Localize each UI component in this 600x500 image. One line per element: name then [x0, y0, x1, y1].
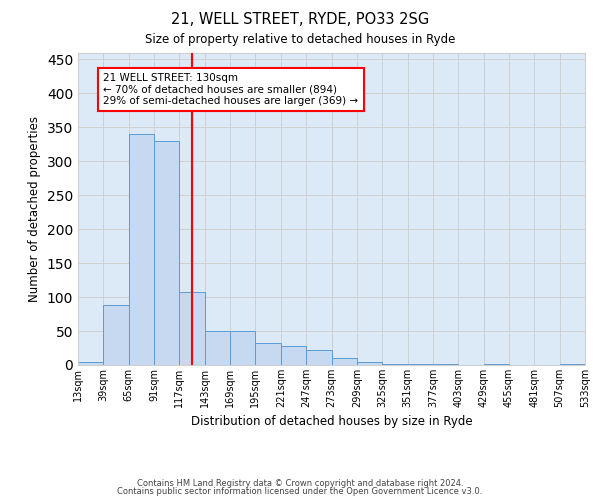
Bar: [129, 134, 154, 365]
Bar: [306, 350, 332, 365]
Bar: [407, 364, 433, 365]
Y-axis label: Number of detached properties: Number of detached properties: [28, 116, 41, 302]
Text: Size of property relative to detached houses in Ryde: Size of property relative to detached ho…: [145, 32, 455, 46]
Text: 21, WELL STREET, RYDE, PO33 2SG: 21, WELL STREET, RYDE, PO33 2SG: [171, 12, 429, 28]
Bar: [103, 305, 129, 365]
Bar: [560, 364, 585, 365]
Bar: [382, 364, 407, 365]
Text: Contains public sector information licensed under the Open Government Licence v3: Contains public sector information licen…: [118, 487, 482, 496]
X-axis label: Distribution of detached houses by size in Ryde: Distribution of detached houses by size …: [191, 416, 472, 428]
Bar: [78, 362, 103, 365]
Bar: [230, 331, 256, 365]
Bar: [281, 346, 306, 365]
Bar: [179, 292, 205, 365]
Text: Contains HM Land Registry data © Crown copyright and database right 2024.: Contains HM Land Registry data © Crown c…: [137, 478, 463, 488]
Bar: [154, 141, 179, 365]
Bar: [433, 364, 458, 365]
Bar: [484, 364, 509, 365]
Bar: [331, 358, 357, 365]
Bar: [357, 362, 382, 365]
Text: 21 WELL STREET: 130sqm
← 70% of detached houses are smaller (894)
29% of semi-de: 21 WELL STREET: 130sqm ← 70% of detached…: [103, 73, 358, 106]
Bar: [256, 344, 281, 365]
Bar: [205, 331, 230, 365]
